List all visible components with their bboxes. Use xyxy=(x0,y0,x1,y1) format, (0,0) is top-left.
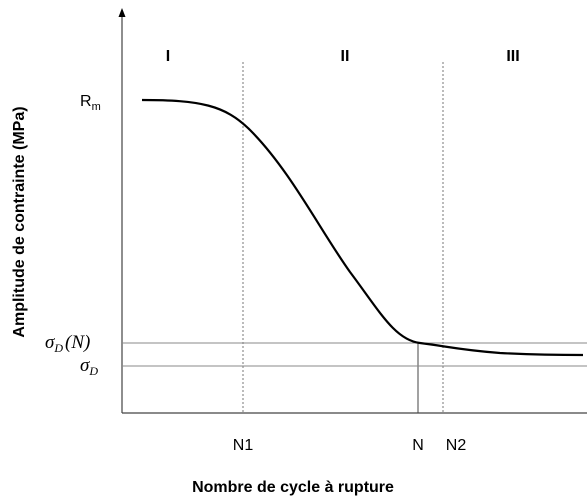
x-tick-label: N2 xyxy=(446,437,467,454)
region-label: II xyxy=(341,48,350,65)
region-label: III xyxy=(506,48,519,65)
sn-curve xyxy=(141,98,584,357)
y-axis-title: Amplitude de contrainte (MPa) xyxy=(11,106,28,337)
x-axis-title: Nombre de cycle à rupture xyxy=(192,479,394,496)
y-axis-arrow xyxy=(118,8,126,17)
x-tick-label: N1 xyxy=(233,437,254,454)
y-tick-label: σD (N) xyxy=(45,332,90,355)
x-tick-label: N xyxy=(412,437,424,454)
y-tick-label: σD xyxy=(80,355,98,378)
region-label: I xyxy=(166,48,170,65)
y-tick-label: Rm xyxy=(80,93,101,113)
